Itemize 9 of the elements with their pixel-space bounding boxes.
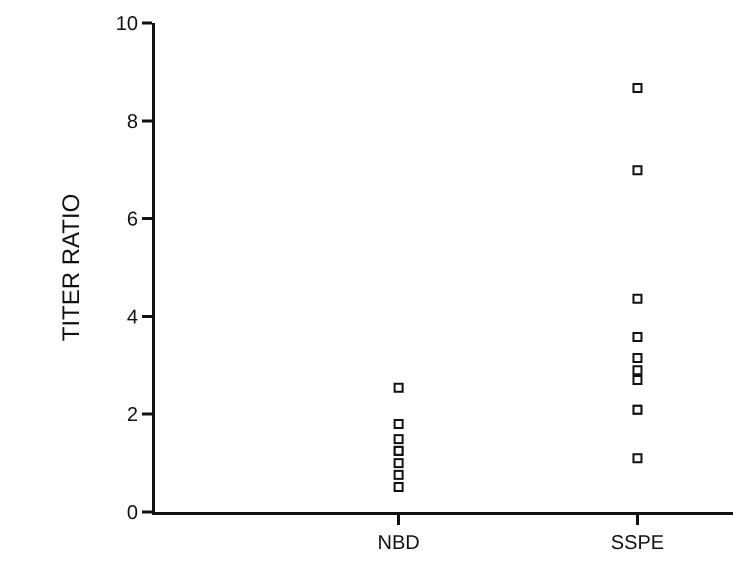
y-tick-label: 0 — [126, 502, 138, 524]
x-tick-label: NBD — [378, 532, 420, 554]
y-tick-label: 8 — [126, 110, 138, 133]
y-tick-label: 10 — [116, 13, 138, 35]
y-tick-label: 4 — [126, 306, 138, 328]
y-tick-label: 2 — [126, 404, 138, 426]
x-tick-label: SSPE — [610, 532, 664, 554]
y-tick-label: 6 — [126, 208, 138, 231]
y-axis-title: TITER RATIO — [58, 194, 85, 342]
